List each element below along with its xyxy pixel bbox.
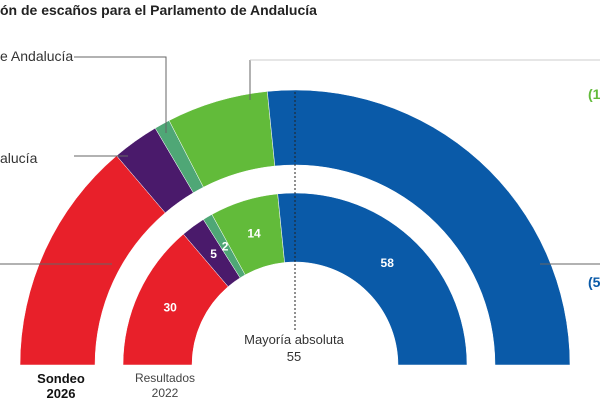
seat-labels: 30 52 14 58 — [163, 227, 394, 315]
ring0-segment-blue — [267, 89, 571, 366]
seat-label-green: 14 — [247, 227, 261, 241]
party-label-lower: alucía — [0, 150, 38, 166]
side-label-green: (1 — [588, 86, 600, 102]
side-label-blue: (5 — [588, 274, 600, 290]
inner-ring-caption: Resultados 2022 — [134, 371, 196, 400]
majority-label: Mayoría absoluta — [244, 332, 344, 347]
outer-ring-segments — [19, 89, 571, 366]
seat-label-purple: 5 — [210, 247, 217, 261]
inner-ring-segments — [122, 192, 468, 366]
majority-annotation: Mayoría absoluta 55 — [219, 331, 369, 365]
leader-line — [74, 56, 167, 133]
majority-value: 55 — [286, 349, 302, 364]
seat-label-teal: 2 — [222, 240, 229, 254]
seat-label-blue: 58 — [381, 256, 395, 270]
ring1-segment-blue — [277, 192, 468, 366]
outer-ring-caption: Sondeo 2026 — [37, 371, 85, 401]
seat-label-red: 30 — [163, 300, 177, 314]
party-label-upper: e Andalucía — [0, 48, 74, 64]
chart-title: ón de escaños para el Parlamento de Anda… — [0, 2, 317, 18]
leader-lines — [0, 56, 600, 265]
